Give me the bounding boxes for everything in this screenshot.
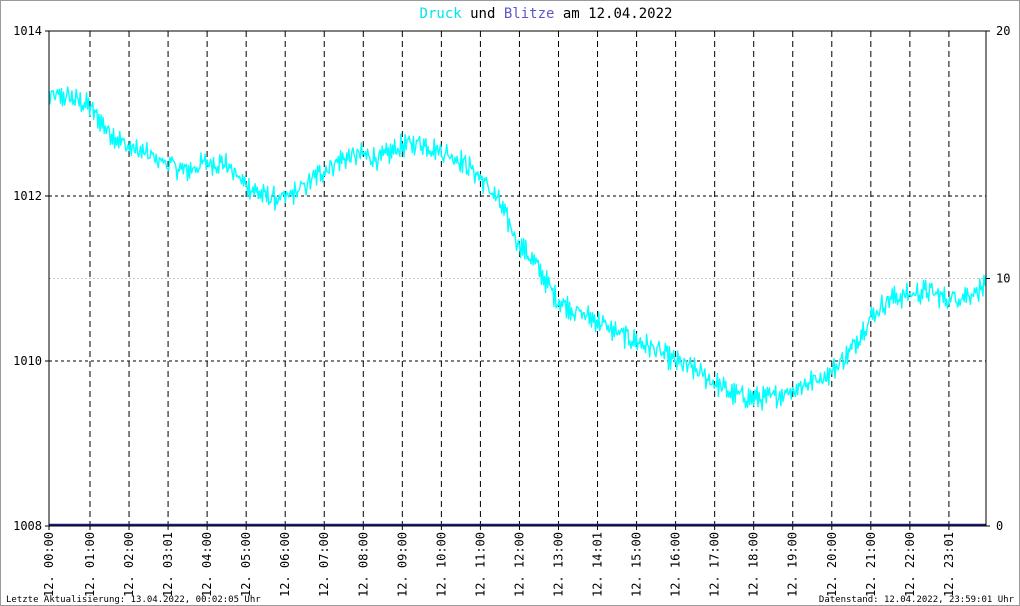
title-druck: Druck	[420, 6, 463, 22]
y-right-tick-label: 10	[996, 272, 1010, 286]
x-tick-label: 12. 11:00	[473, 532, 487, 597]
title-und: und	[462, 6, 504, 22]
x-tick-label: 12. 23:01	[942, 532, 956, 597]
x-tick-label: 12. 01:00	[83, 532, 97, 597]
x-tick-label: 12. 21:00	[864, 532, 878, 597]
grid	[49, 31, 986, 526]
x-tick-label: 12. 03:01	[161, 532, 175, 597]
x-tick-label: 12. 04:00	[200, 532, 214, 597]
x-tick-label: 12. 18:00	[747, 532, 761, 597]
x-tick-label: 12. 06:00	[278, 532, 292, 597]
axes: 1014 1012 1010 1008 20 10 0 12. 00:00 12. 01:00 1…	[13, 24, 1010, 597]
x-tick-label: 12. 16:00	[669, 532, 683, 597]
x-tick-label: 12. 14:01	[591, 532, 605, 597]
y-left-tick-label: 1008	[13, 519, 42, 533]
x-tick-label: 12. 08:00	[356, 532, 370, 597]
series-layer	[48, 86, 987, 527]
x-tick-label: 12. 19:00	[786, 532, 800, 597]
y-left-tick-label: 1014	[13, 24, 42, 38]
y-right-tick-label: 0	[996, 519, 1003, 533]
y-right-tick-label: 20	[996, 24, 1010, 38]
y-left-tick-label: 1012	[13, 189, 42, 203]
x-tick-label: 12. 10:00	[434, 532, 448, 597]
x-tick-label: 12. 20:00	[825, 532, 839, 597]
last-update-text: Letzte Aktualisierung: 13.04.2022, 00:02…	[6, 595, 261, 605]
x-tick-label: 12. 13:00	[551, 532, 565, 597]
x-tick-label: 12. 22:00	[903, 532, 917, 597]
chart-title: Druck und Blitze am 12.04.2022	[420, 6, 673, 22]
title-blitze: Blitze	[504, 6, 555, 22]
x-tick-label: 12. 15:00	[630, 532, 644, 597]
x-tick-label: 12. 17:00	[708, 532, 722, 597]
series-druck-line	[48, 86, 987, 411]
x-tick-label: 12. 02:00	[122, 532, 136, 597]
title-date: am 12.04.2022	[554, 6, 672, 22]
x-tick-label: 12. 09:00	[395, 532, 409, 597]
x-tick-label: 12. 12:00	[512, 532, 526, 597]
x-tick-label: 12. 00:00	[42, 532, 56, 597]
x-tick-label: 12. 07:00	[317, 532, 331, 597]
y-left-tick-label: 1010	[13, 354, 42, 368]
x-tick-label: 12. 05:00	[239, 532, 253, 597]
data-status-text: Datenstand: 12.04.2022, 23:59:01 Uhr	[819, 595, 1015, 605]
